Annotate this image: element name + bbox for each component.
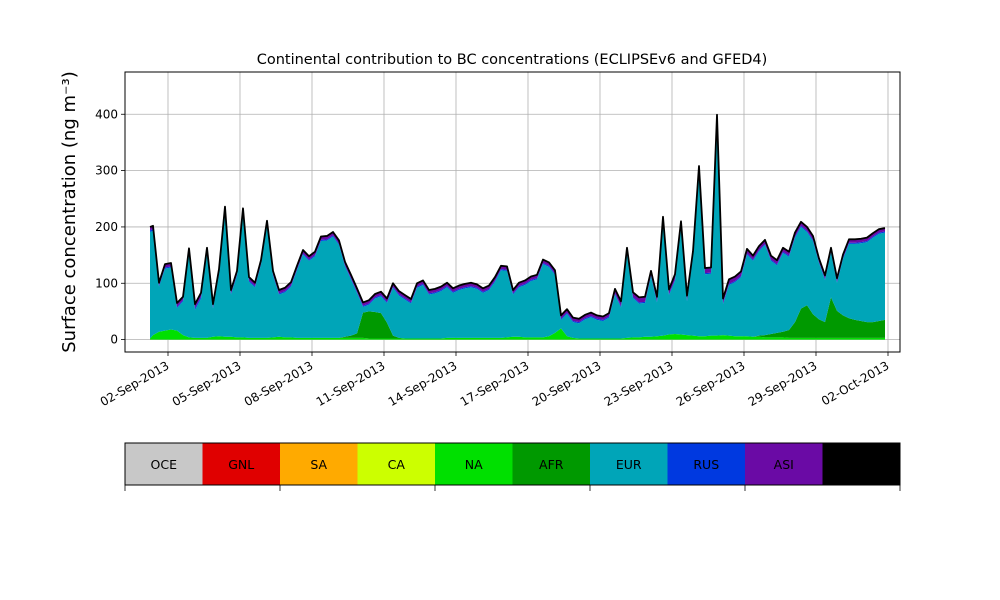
x-tick-label: 14-Sep-2013	[386, 358, 460, 409]
legend-label: CA	[388, 457, 406, 472]
legend-label: AFR	[539, 457, 564, 472]
legend: OCE GNL SA CA NA AFR EUR RUS ASI AUS	[124, 442, 901, 491]
y-tick-label: 200	[95, 220, 118, 234]
y-axis-label: Surface concentration (ng m⁻³)	[59, 71, 80, 353]
legend-label: OCE	[151, 457, 178, 472]
legend-swatch	[822, 443, 900, 485]
y-tick-label: 0	[110, 333, 118, 347]
y-tick-label: 300	[95, 164, 118, 178]
legend-label: NA	[465, 457, 483, 472]
series-area-afr	[150, 297, 885, 339]
x-tick-label: 23-Sep-2013	[602, 358, 676, 409]
legend-swatch	[590, 443, 668, 485]
x-tick-label: 02-Oct-2013	[819, 358, 891, 408]
legend-item-ca: CA	[357, 443, 435, 485]
x-tick-label: 08-Sep-2013	[242, 358, 316, 409]
chart-title: Continental contribution to BC concentra…	[257, 52, 768, 68]
legend-item-afr: AFR	[512, 443, 590, 485]
series-area-eur	[150, 121, 885, 339]
legend-item-rus: RUS	[667, 443, 745, 485]
legend-label: GNL	[228, 457, 254, 472]
x-tick-label: 26-Sep-2013	[674, 358, 748, 409]
legend-label: AUS	[848, 457, 874, 472]
stacked-areas	[149, 113, 886, 340]
legend-swatch	[667, 443, 745, 485]
legend-item-oce: OCE	[125, 443, 203, 485]
legend-label: ASI	[774, 457, 794, 472]
y-tick-label: 100	[95, 276, 118, 290]
legend-item-sa: SA	[280, 443, 358, 485]
legend-frame	[124, 442, 901, 486]
legend-item-eur: EUR	[590, 443, 668, 485]
legend-item-gnl: GNL	[202, 443, 280, 485]
legend-swatch	[512, 443, 590, 485]
legend-swatch	[125, 443, 203, 485]
legend-label: RUS	[693, 457, 719, 472]
legend-swatch	[280, 443, 358, 485]
x-tick-label: 05-Sep-2013	[170, 358, 244, 409]
legend-item-aus: AUS	[822, 443, 900, 485]
legend-swatch	[202, 443, 280, 485]
total-outline	[149, 113, 886, 320]
x-tick-label: 11-Sep-2013	[314, 358, 388, 409]
axes: 02-Sep-201305-Sep-201308-Sep-201311-Sep-…	[95, 71, 901, 409]
plot-frame	[124, 71, 901, 353]
legend-swatch	[357, 443, 435, 485]
legend-label: SA	[310, 457, 327, 472]
legend-swatch	[435, 443, 513, 485]
x-tick-label: 02-Sep-2013	[98, 358, 172, 409]
x-tick-label: 29-Sep-2013	[746, 358, 820, 409]
legend-item-na: NA	[435, 443, 513, 485]
plot-area: 02-Sep-201305-Sep-201308-Sep-201311-Sep-…	[95, 71, 901, 409]
legend-swatch	[745, 443, 823, 485]
legend-label: EUR	[616, 457, 642, 472]
legend-item-asi: ASI	[745, 443, 823, 485]
series-area-na	[150, 328, 885, 340]
x-tick-label: 17-Sep-2013	[458, 358, 532, 409]
y-tick-label: 400	[95, 107, 118, 121]
x-tick-label: 20-Sep-2013	[530, 358, 604, 409]
